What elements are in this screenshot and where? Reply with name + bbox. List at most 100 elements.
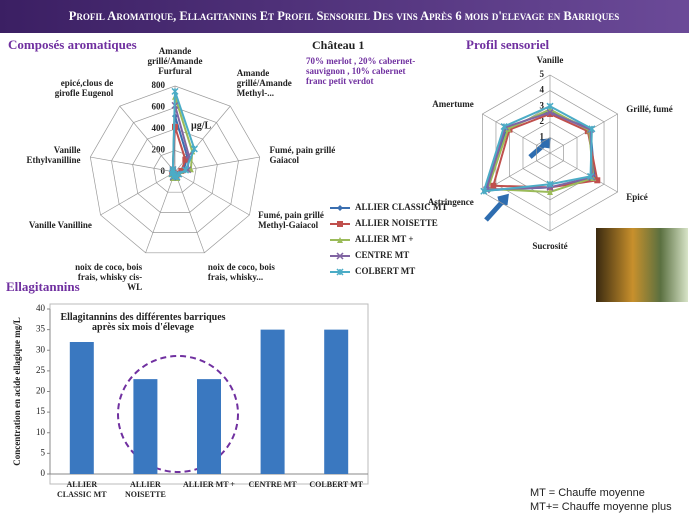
x-tick-label: CENTRE MT (248, 480, 297, 489)
marker (547, 111, 553, 117)
section-title: Ellagitannins (6, 279, 80, 294)
tick-label: 600 (152, 102, 166, 112)
unit-label: µg/L (191, 120, 212, 131)
axis-label: noix de coco, bois frais, whisky... (207, 262, 275, 283)
axis-label: Astringence (427, 197, 474, 207)
axis-spoke (174, 171, 250, 216)
marker (500, 122, 508, 131)
tick-label: 2 (540, 116, 545, 126)
axis-spoke (100, 171, 176, 216)
section-title: Profil sensoriel (466, 37, 550, 52)
marker (480, 187, 488, 195)
bar (69, 342, 94, 474)
grid-line (89, 85, 261, 254)
bar (133, 379, 158, 474)
bar (260, 329, 285, 474)
tick-label: 0 (161, 166, 166, 176)
header-title: Profil Aromatique, Ellagitannins Et Prof… (69, 9, 620, 23)
marker (546, 180, 554, 188)
y-tick-label: 25 (36, 365, 46, 375)
axis-spoke (174, 171, 205, 253)
bar (197, 379, 221, 474)
marker (546, 102, 554, 110)
tick-label: 3 (540, 100, 545, 110)
arrow (484, 193, 509, 222)
axis-spoke (482, 113, 551, 154)
marker (337, 221, 343, 227)
axis-label: Fumé, pain grillé Methyl-Gaiacol (258, 210, 324, 230)
axis-label: Sucrosité (532, 241, 568, 251)
axis-spoke (119, 105, 176, 173)
axis-label: Vanille Ethylvanilline (26, 145, 81, 166)
chart-title: Ellagitannins des différentes barriques … (60, 312, 226, 333)
x-tick-label: ALLIER NOISETTE (124, 480, 166, 499)
marker (182, 166, 190, 174)
axis-label: Vanille (536, 55, 564, 65)
marker (586, 172, 595, 180)
tick-label: 1 (540, 131, 545, 141)
marker (169, 165, 177, 174)
y-tick-label: 40 (36, 303, 46, 313)
marker (336, 252, 344, 260)
axis-label: epicé,clous de girofle Eugenol (54, 78, 114, 99)
axis-label: Amande grillé/Amande Furfural (147, 46, 203, 76)
axis-spoke (145, 171, 176, 253)
tick-label: 4 (540, 85, 545, 95)
marker (190, 145, 198, 153)
axis-label: Vanille Vanilline (28, 220, 92, 230)
legend-label: COLBERT MT (355, 266, 415, 276)
y-tick-label: 15 (36, 406, 46, 416)
y-axis-title: Concentration en acide ellagique mg/L (12, 317, 22, 466)
grid-line (111, 107, 239, 233)
axis-spoke (549, 113, 618, 154)
y-tick-label: 30 (36, 344, 46, 354)
marker (505, 125, 512, 132)
axis-spoke (549, 152, 618, 193)
y-tick-label: 0 (41, 468, 46, 478)
axis-label: Grillé, fumé (626, 104, 673, 114)
x-tick-label: ALLIER MT + (183, 480, 235, 489)
marker (546, 108, 554, 116)
axis-spoke (90, 156, 176, 173)
legend-label: CENTRE MT (355, 250, 409, 260)
marker (594, 177, 601, 184)
axis-label: noix de coco, bois frais, whisky cis-WL (75, 262, 143, 293)
axis-label: Amande grillé/Amande Methyl-... (236, 68, 292, 99)
marker (337, 237, 343, 243)
wine-blend: 70% merlot , 20% cabernet-sauvignon , 10… (306, 56, 416, 86)
header-band (0, 0, 689, 33)
note: MT+= Chauffe moyenne plus (530, 501, 672, 513)
marker (490, 182, 497, 189)
legend-label: ALLIER NOISETTE (355, 218, 438, 228)
axis-label: Amertume (432, 99, 474, 109)
grid-line (153, 150, 197, 193)
marker (588, 125, 596, 133)
y-tick-label: 10 (36, 427, 46, 437)
highlight-circle (117, 355, 239, 473)
marker (547, 189, 553, 195)
tick-label: 400 (152, 123, 166, 133)
tick-label: 800 (152, 80, 166, 90)
x-tick-label: COLBERT MT (309, 480, 363, 489)
legend-label: ALLIER CLASSIC MT (355, 202, 448, 212)
photo (596, 228, 688, 302)
arrow (528, 138, 551, 159)
wine-name: Château 1 (312, 38, 364, 52)
marker (336, 268, 344, 276)
y-tick-label: 35 (36, 324, 46, 334)
bar (324, 329, 349, 474)
legend-label: ALLIER MT + (355, 234, 413, 244)
y-tick-label: 20 (36, 386, 46, 396)
axis-label: Fumé, pain grillé Gaiacol (269, 145, 336, 166)
grid-line (132, 128, 218, 213)
tick-label: 200 (152, 145, 166, 155)
y-tick-label: 5 (41, 447, 46, 457)
marker (337, 205, 343, 211)
tick-label: 5 (540, 69, 545, 79)
x-tick-label: ALLIER CLASSIC MT (57, 480, 107, 499)
marker (171, 87, 179, 95)
section-title: Composés aromatiques (8, 37, 137, 52)
marker (182, 156, 189, 163)
